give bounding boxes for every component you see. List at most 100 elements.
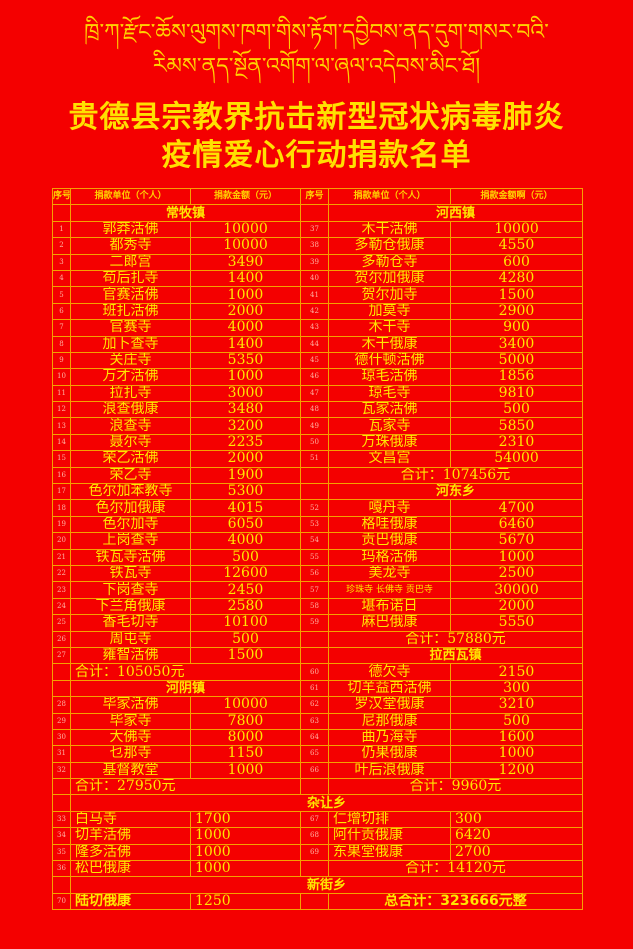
donation-amount: 900 [450, 319, 583, 337]
donation-amount: 500 [190, 548, 301, 566]
donation-amount: 300 [450, 679, 583, 698]
empty-cell [52, 663, 71, 681]
row-number: 38 [300, 237, 329, 255]
donation-amount: 1856 [450, 368, 583, 386]
row-number: 61 [300, 679, 329, 698]
donor-name: 阿什贡俄康 [328, 827, 451, 845]
donor-name: 贡巴俄康 [328, 532, 451, 550]
row-number: 16 [52, 466, 71, 485]
empty-cell [300, 630, 329, 648]
donation-amount: 3400 [450, 335, 583, 353]
donation-amount: 4550 [450, 237, 583, 255]
donor-name: 木干俄康 [328, 335, 451, 353]
donation-amount: 9810 [450, 384, 583, 403]
header-no: 序号 [300, 187, 329, 206]
section-heading: 新街乡 [70, 876, 583, 894]
donor-name: 浪查寺 [70, 417, 191, 435]
donor-name: 铁瓦寺活佛 [70, 548, 191, 566]
donation-amount: 1000 [190, 368, 301, 386]
donation-amount: 2000 [450, 597, 583, 616]
row-number: 31 [52, 745, 71, 763]
donation-amount: 1900 [190, 466, 301, 485]
row-number: 46 [300, 368, 329, 386]
table-row: 26 周屯寺 500 合计：57880元 [52, 630, 583, 648]
donation-amount: 1000 [190, 843, 301, 862]
donor-name: 下岗查寺 [70, 581, 191, 599]
donation-amount: 600 [450, 253, 583, 271]
header-amount: 捐款金额（元） [190, 187, 301, 206]
section-heading: 河西镇 [328, 204, 583, 222]
page-title-line-2: 疫情爱心行动捐款名单 [161, 138, 472, 173]
donor-name: 松巴俄康 [70, 860, 191, 878]
donation-amount: 1000 [190, 827, 301, 845]
table-row: 12 浪查俄康 3480 48 瓦家活佛 500 [52, 401, 583, 419]
donation-amount: 1500 [450, 286, 583, 304]
donation-amount: 4700 [450, 499, 583, 517]
table-row: 16 荣乙寺 1900 合计：107456元 [52, 466, 583, 485]
donor-name: 切羊活佛 [70, 827, 191, 845]
donation-amount: 5350 [190, 351, 301, 370]
table-row: 24 下兰角俄康 2580 58 堪布诺日 2000 [52, 597, 583, 616]
subtotal: 合计：9960元 [328, 778, 583, 796]
donor-name: 格哇俄康 [328, 515, 451, 534]
table-row: 1 郭莽活佛 10000 37 木干活佛 10000 [52, 220, 583, 239]
table-row: 3 二郎宫 3490 39 多勒仓寺 600 [52, 253, 583, 271]
donor-name: 加卜查寺 [70, 335, 191, 353]
row-number: 7 [52, 319, 71, 337]
row-number: 11 [52, 384, 71, 403]
donation-amount: 6460 [450, 515, 583, 534]
donation-amount: 2000 [190, 450, 301, 468]
donor-name: 万珠俄康 [328, 433, 451, 452]
donation-amount: 6420 [450, 827, 583, 845]
table-row: 21 铁瓦寺活佛 500 55 玛格活佛 1000 [52, 548, 583, 566]
donor-name: 德欠寺 [328, 663, 451, 681]
donation-amount: 2580 [190, 597, 301, 616]
section-row: 杂让乡 [52, 794, 583, 812]
donor-name: 万才活佛 [70, 368, 191, 386]
donation-amount: 1250 [190, 892, 301, 911]
donor-name: 乜那寺 [70, 745, 191, 763]
donor-name: 荣乙寺 [70, 466, 191, 485]
row-number: 15 [52, 450, 71, 468]
empty-cell [52, 794, 71, 812]
donor-name: 珍珠寺 长佛寺 贡巴寺 [328, 581, 451, 599]
donation-amount: 1000 [190, 860, 301, 878]
section-heading: 常牧镇 [70, 204, 301, 222]
empty-cell [300, 646, 329, 665]
row-number: 22 [52, 564, 71, 583]
row-number: 32 [52, 761, 71, 780]
donor-name: 曲乃海寺 [328, 728, 451, 747]
donor-name: 官赛活佛 [70, 286, 191, 304]
row-number: 8 [52, 335, 71, 353]
table-row: 7 官赛寺 4000 43 木干寺 900 [52, 319, 583, 337]
table-row: 9 关庄寺 5350 45 德什顿活佛 5000 [52, 351, 583, 370]
row-number: 51 [300, 450, 329, 468]
donation-amount: 3210 [450, 696, 583, 714]
donor-name: 文昌宫 [328, 450, 451, 468]
row-number: 10 [52, 368, 71, 386]
row-number: 57 [300, 581, 329, 599]
table-row: 11 拉扎寺 3000 47 琼毛寺 9810 [52, 384, 583, 403]
table-row: 22 铁瓦寺 12600 56 美龙寺 2500 [52, 564, 583, 583]
table-row: 36 松巴俄康 1000 合计：14120元 [52, 860, 583, 878]
row-number: 24 [52, 597, 71, 616]
donation-amount: 10000 [190, 696, 301, 714]
donation-amount: 2450 [190, 581, 301, 599]
row-number: 19 [52, 515, 71, 534]
row-number: 40 [300, 269, 329, 288]
donation-amount: 1000 [190, 761, 301, 780]
donor-name: 贺尔加俄康 [328, 269, 451, 288]
row-number: 20 [52, 532, 71, 550]
donor-name: 香毛切寺 [70, 614, 191, 632]
subtotal: 合计：105050元 [70, 663, 301, 681]
row-number: 27 [52, 646, 71, 665]
row-number: 63 [300, 712, 329, 730]
donor-name: 木干寺 [328, 319, 451, 337]
empty-cell [300, 483, 329, 501]
header-amount: 捐款金额啊（元） [450, 187, 583, 206]
section-heading: 杂让乡 [70, 794, 583, 812]
row-number: 43 [300, 319, 329, 337]
donation-amount: 10000 [190, 237, 301, 255]
table-row: 35 隆多活佛 1000 69 东果堂俄康 2700 [52, 843, 583, 862]
donor-name: 多勒仓俄康 [328, 237, 451, 255]
